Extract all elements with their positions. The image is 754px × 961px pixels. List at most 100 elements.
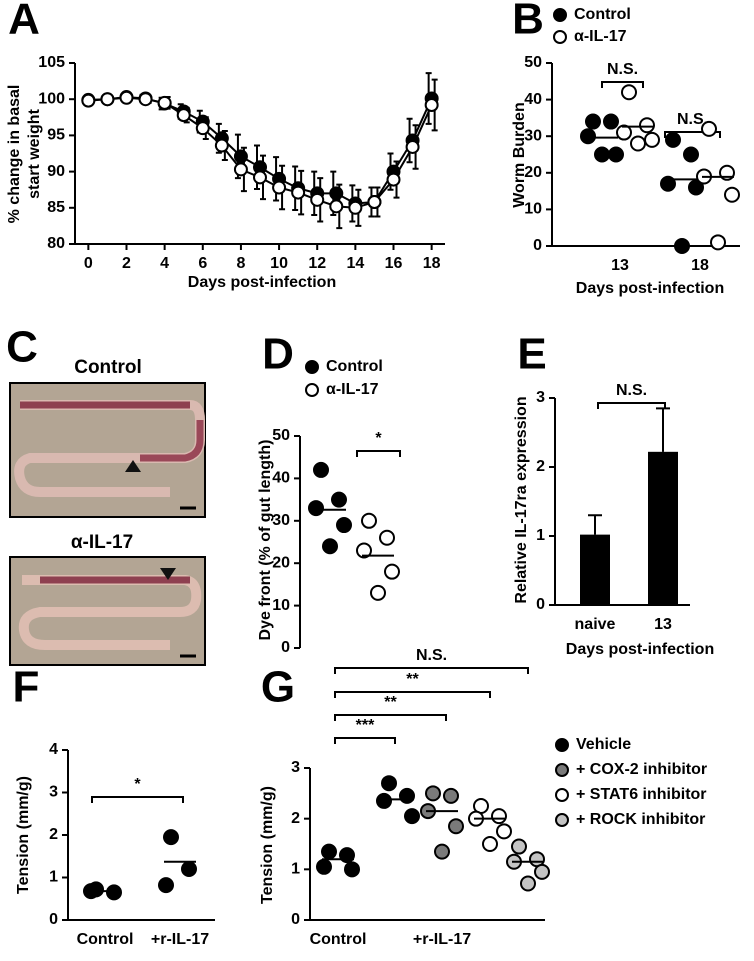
x-axis-label: Days post-infection	[566, 641, 714, 658]
data-point	[181, 861, 197, 877]
data-point	[381, 775, 397, 792]
data-point	[534, 863, 550, 880]
legend-label: Control	[574, 6, 631, 23]
y-tick-label: 1	[49, 869, 58, 886]
y-axis-label: Relative IL-17ra expression	[513, 396, 530, 603]
data-point	[106, 884, 122, 901]
x-axis-label: Days post-infection	[188, 274, 336, 291]
data-point	[329, 186, 344, 201]
y-tick-label: 3	[291, 759, 300, 776]
data-point	[163, 829, 179, 846]
data-point	[313, 461, 329, 478]
data-point	[310, 192, 325, 207]
data-point	[424, 97, 439, 112]
data-point	[370, 584, 386, 601]
data-point	[376, 792, 392, 809]
panel-letter: C	[6, 323, 38, 372]
significance-label: N.S.	[677, 111, 708, 128]
panel-letter: E	[517, 330, 546, 379]
data-point	[701, 120, 717, 137]
significance-bracket	[356, 450, 401, 457]
significance-label: *	[375, 430, 382, 447]
y-tick-label: 50	[272, 427, 290, 444]
y-tick-label: 4	[49, 741, 58, 758]
data-point	[367, 195, 382, 210]
y-tick-label: 3	[536, 389, 545, 406]
panel-letter: B	[512, 0, 544, 44]
dye	[140, 420, 204, 462]
y-axis-label: % change in basal	[6, 85, 23, 224]
significance-bracket	[334, 691, 491, 698]
y-tick-label: 105	[38, 54, 65, 71]
data-point	[348, 200, 363, 215]
legend-label: + ROCK inhibitor	[576, 811, 705, 828]
data-point	[272, 180, 287, 195]
y-tick-label: 1	[536, 527, 545, 544]
y-axis-label: Tension (mm/g)	[15, 776, 32, 894]
data-point	[316, 858, 332, 875]
legend-marker	[305, 360, 319, 374]
photo-label: α-IL-17	[71, 532, 133, 553]
x-tick-label: 12	[308, 255, 326, 272]
x-tick-label: 8	[236, 255, 245, 272]
x-tick-label: Control	[77, 931, 134, 948]
data-point	[724, 186, 740, 203]
y-axis-label: start weight	[26, 108, 43, 198]
bar	[648, 451, 678, 605]
data-point	[386, 172, 401, 187]
y-tick-label: 30	[524, 127, 542, 144]
data-point	[157, 95, 172, 110]
significance-label: N.S.	[607, 61, 638, 78]
legend-label: + STAT6 inhibitor	[576, 786, 707, 803]
legend-label: Control	[326, 358, 383, 375]
data-point	[616, 124, 632, 141]
data-point	[253, 170, 267, 185]
y-tick-label: 0	[281, 639, 290, 656]
x-tick-label: 4	[160, 255, 169, 272]
legend-marker	[305, 383, 319, 397]
y-axis-label: Dye front (% of gut length)	[257, 440, 274, 641]
data-point	[233, 162, 248, 177]
x-tick-label: 13	[611, 257, 629, 274]
photo-panel: C Control α-IL-17	[6, 323, 206, 666]
data-point	[491, 808, 507, 825]
panel-letter: G	[261, 663, 295, 712]
data-point	[621, 84, 637, 101]
y-tick-label: 1	[291, 861, 300, 878]
significance-label: ***	[356, 717, 375, 734]
data-point	[594, 146, 610, 163]
data-point	[336, 517, 352, 534]
y-tick-label: 10	[524, 201, 542, 218]
panel-letter: D	[262, 330, 294, 379]
data-point	[308, 500, 324, 517]
data-point	[482, 836, 498, 852]
x-tick-label: 14	[346, 255, 364, 272]
data-point	[404, 808, 420, 825]
x-tick-label: Control	[310, 931, 367, 948]
data-point	[233, 149, 248, 164]
significance-label: **	[384, 694, 397, 711]
data-point	[639, 117, 655, 134]
y-tick-label: 80	[47, 235, 65, 252]
data-point	[100, 92, 115, 107]
data-point	[344, 861, 360, 878]
data-point	[176, 108, 191, 123]
data-point	[443, 787, 459, 804]
y-tick-label: 0	[533, 237, 542, 254]
legend-marker	[555, 813, 569, 827]
data-point	[520, 875, 536, 892]
x-tick-label: 16	[385, 255, 403, 272]
data-point	[674, 238, 690, 254]
data-point	[356, 542, 372, 559]
data-point	[379, 529, 395, 546]
x-tick-label: +r-IL-17	[413, 931, 471, 948]
arrowhead	[160, 568, 176, 580]
photo-label: Control	[74, 357, 142, 378]
legend-label: α-IL-17	[326, 381, 379, 398]
panel-letter: A	[8, 0, 40, 44]
data-point	[608, 146, 624, 163]
significance-label: N.S.	[616, 382, 647, 399]
data-point	[384, 563, 400, 580]
significance-label: **	[406, 671, 419, 688]
